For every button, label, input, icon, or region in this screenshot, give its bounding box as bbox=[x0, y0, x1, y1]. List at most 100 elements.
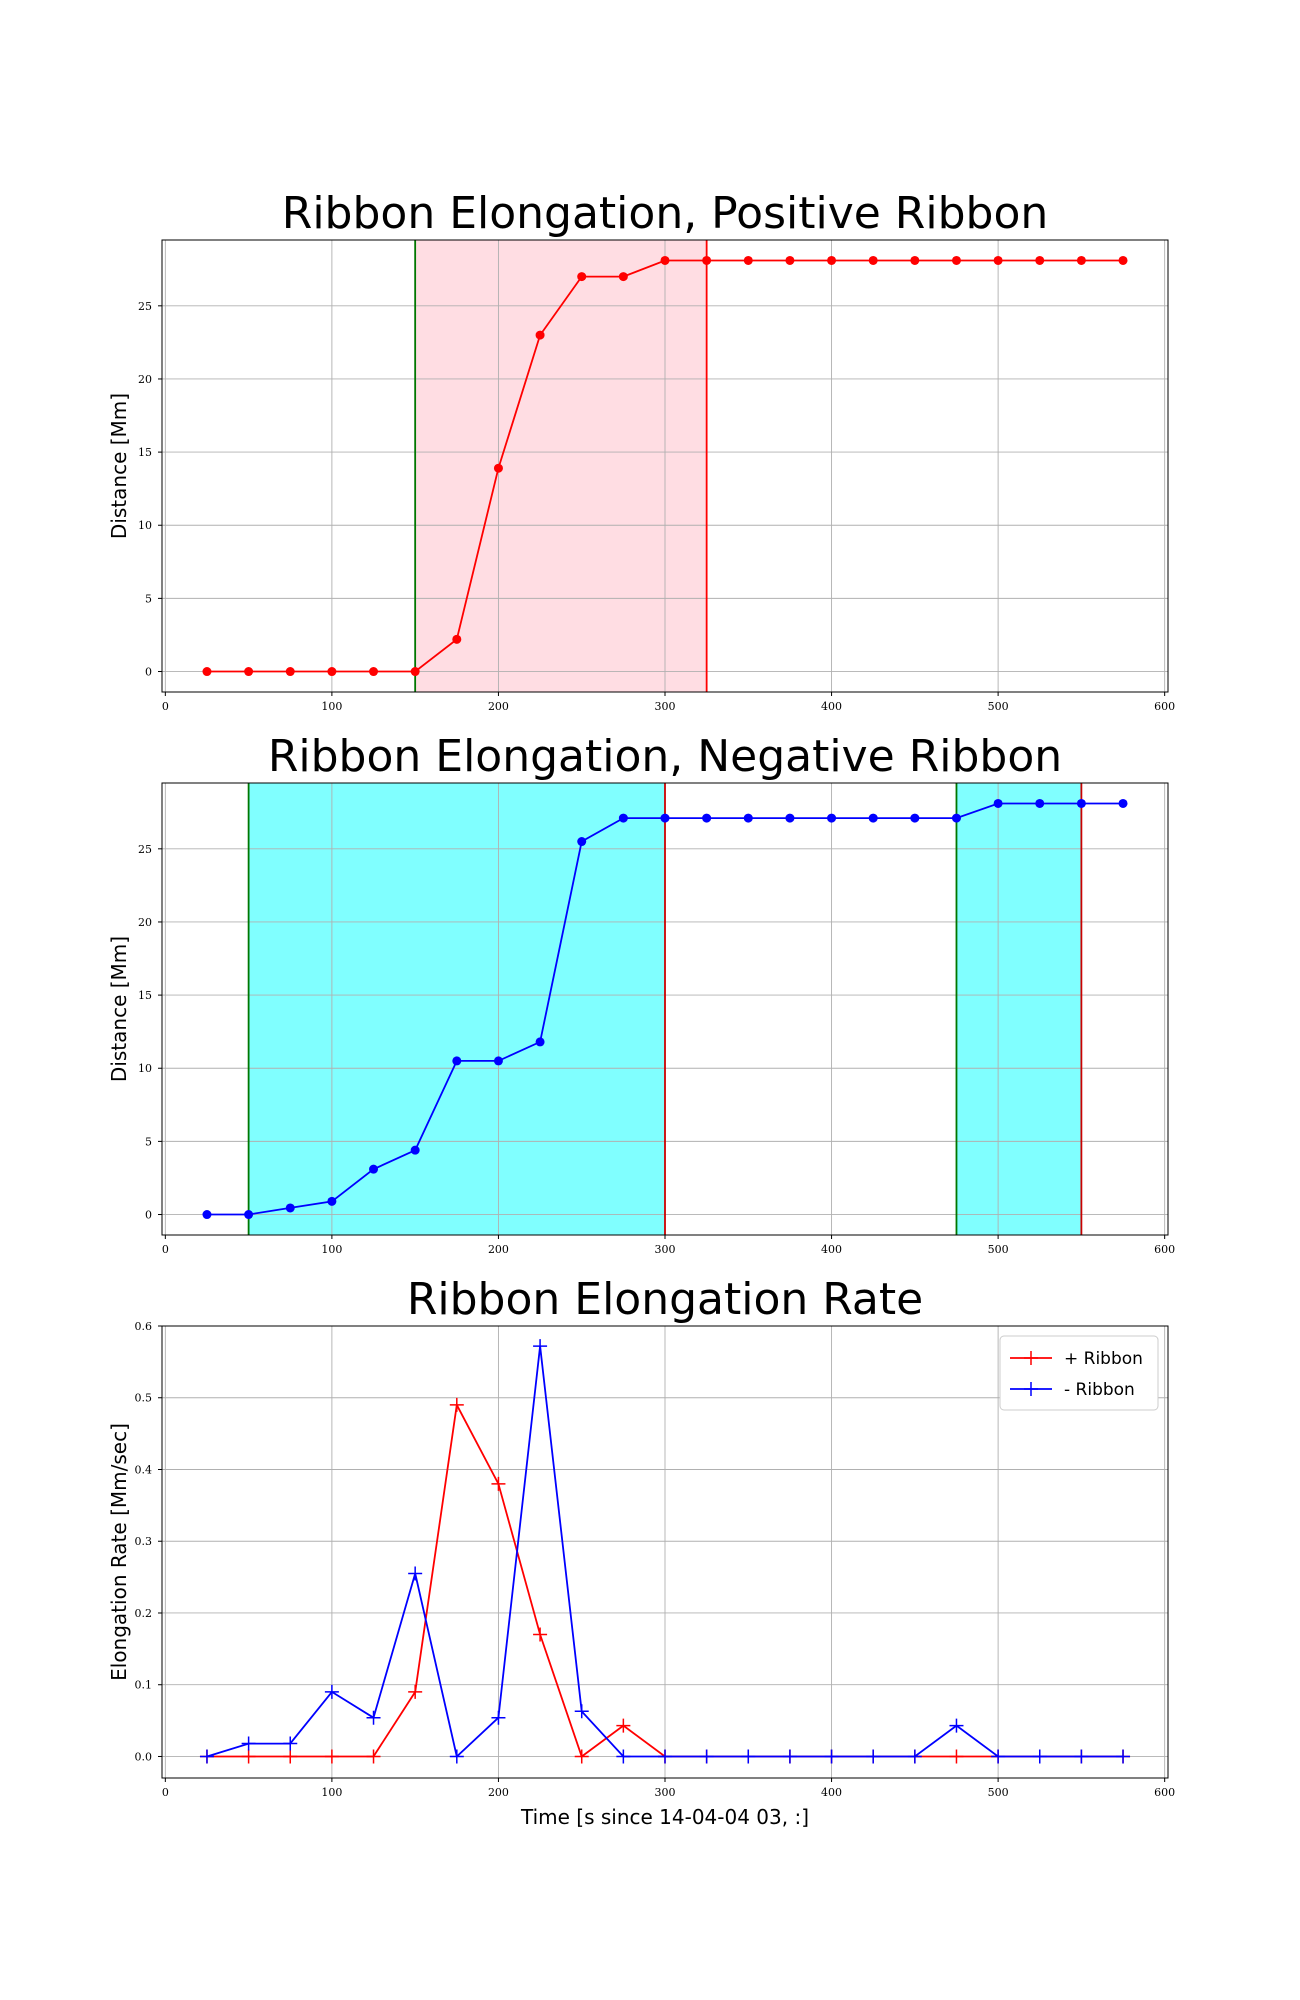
data-point bbox=[907, 1749, 922, 1764]
chart-title: Ribbon Elongation, Negative Ribbon bbox=[268, 731, 1062, 782]
legend: + Ribbon - Ribbon bbox=[999, 1335, 1159, 1411]
legend-label: - Ribbon bbox=[1064, 1380, 1135, 1400]
x-tick-label: 400 bbox=[821, 1786, 842, 1799]
x-tick-label: 200 bbox=[488, 1786, 509, 1799]
chart-title: Ribbon Elongation Rate bbox=[407, 1274, 923, 1325]
data-point bbox=[366, 1749, 381, 1764]
data-point bbox=[743, 813, 753, 823]
data-point bbox=[577, 837, 587, 847]
x-tick-label: 0 bbox=[162, 1786, 169, 1799]
y-tick-label: 0.3 bbox=[135, 1535, 153, 1548]
data-point bbox=[1074, 1749, 1089, 1764]
x-tick-label: 0 bbox=[162, 700, 169, 713]
data-point bbox=[1116, 1749, 1131, 1764]
data-point bbox=[408, 1684, 423, 1699]
data-point bbox=[410, 1145, 420, 1155]
y-tick-label: 10 bbox=[138, 519, 152, 532]
data-point bbox=[616, 1749, 631, 1764]
chart-panel-1: 0 100 200 300 400 500 600 0 5 10 15 20 25 Ribbon Elon… bbox=[107, 188, 1175, 713]
y-tick-label: 0.0 bbox=[135, 1750, 153, 1763]
data-point bbox=[827, 813, 837, 823]
data-point bbox=[618, 813, 628, 823]
data-point bbox=[1032, 1749, 1047, 1764]
data-point bbox=[660, 255, 670, 265]
data-point bbox=[951, 813, 961, 823]
data-point bbox=[491, 1476, 506, 1491]
x-tick-label: 100 bbox=[321, 700, 342, 713]
data-point bbox=[702, 255, 712, 265]
data-point bbox=[241, 1749, 256, 1764]
x-tick-label: 100 bbox=[321, 1786, 342, 1799]
data-point bbox=[616, 1718, 631, 1733]
legend-label: + Ribbon bbox=[1064, 1349, 1143, 1369]
data-point bbox=[199, 1749, 214, 1764]
y-tick-label: 0 bbox=[145, 1209, 152, 1222]
data-point bbox=[535, 330, 545, 340]
y-tick-label: 10 bbox=[138, 1062, 152, 1075]
data-point bbox=[283, 1736, 298, 1751]
data-point bbox=[949, 1749, 964, 1764]
y-tick-label: 0.5 bbox=[135, 1392, 153, 1405]
x-tick-label: 600 bbox=[1154, 1243, 1175, 1256]
y-axis-label: Distance [Mm] bbox=[107, 393, 131, 539]
data-point bbox=[369, 1164, 379, 1174]
data-point bbox=[910, 813, 920, 823]
data-point bbox=[452, 634, 462, 644]
x-tick-label: 100 bbox=[321, 1243, 342, 1256]
x-tick-label: 500 bbox=[988, 1243, 1009, 1256]
data-point bbox=[535, 1037, 545, 1047]
legend-marker bbox=[1024, 1382, 1038, 1396]
y-tick-label: 25 bbox=[138, 300, 152, 313]
shaded-region-2 bbox=[956, 783, 1082, 1235]
data-point bbox=[1118, 798, 1128, 808]
data-point bbox=[324, 1684, 339, 1699]
y-tick-label: 20 bbox=[138, 373, 152, 386]
data-point bbox=[574, 1749, 589, 1764]
data-point bbox=[824, 1749, 839, 1764]
data-point bbox=[1076, 255, 1086, 265]
data-point bbox=[202, 667, 212, 677]
data-point bbox=[660, 813, 670, 823]
y-tick-label: 15 bbox=[138, 989, 152, 1002]
data-point bbox=[866, 1749, 881, 1764]
y-tick-label: 20 bbox=[138, 916, 152, 929]
data-point bbox=[618, 272, 628, 282]
x-tick-label: 0 bbox=[162, 1243, 169, 1256]
x-tick-label: 400 bbox=[821, 700, 842, 713]
data-point bbox=[327, 1196, 337, 1206]
data-point bbox=[244, 1210, 254, 1220]
y-tick-label: 0.1 bbox=[135, 1679, 153, 1692]
y-tick-label: 0.4 bbox=[135, 1463, 153, 1476]
y-tick-label: 5 bbox=[145, 1135, 152, 1148]
data-point bbox=[202, 1210, 212, 1220]
data-point bbox=[785, 813, 795, 823]
data-point bbox=[577, 272, 587, 282]
shaded-region-1 bbox=[248, 783, 666, 1235]
x-tick-label: 300 bbox=[655, 1786, 676, 1799]
y-axis-label: Distance [Mm] bbox=[107, 936, 131, 1082]
data-point bbox=[241, 1736, 256, 1751]
data-point bbox=[991, 1749, 1006, 1764]
x-tick-label: 500 bbox=[988, 700, 1009, 713]
data-point bbox=[743, 255, 753, 265]
data-point bbox=[702, 813, 712, 823]
data-point bbox=[1118, 255, 1128, 265]
data-point bbox=[285, 1203, 295, 1213]
data-point bbox=[493, 1056, 503, 1066]
shaded-region-1 bbox=[415, 240, 707, 692]
data-point bbox=[1035, 798, 1045, 808]
data-point bbox=[449, 1397, 464, 1412]
x-tick-label: 400 bbox=[821, 1243, 842, 1256]
data-point bbox=[1035, 255, 1045, 265]
data-point bbox=[868, 255, 878, 265]
data-point bbox=[993, 255, 1003, 265]
data-point bbox=[408, 1566, 423, 1581]
chart-title: Ribbon Elongation, Positive Ribbon bbox=[282, 188, 1049, 239]
data-point bbox=[533, 1339, 548, 1354]
x-tick-label: 200 bbox=[488, 1243, 509, 1256]
data-point bbox=[369, 667, 379, 677]
data-point bbox=[574, 1704, 589, 1719]
y-tick-label: 0.2 bbox=[135, 1607, 153, 1620]
data-point bbox=[327, 667, 337, 677]
